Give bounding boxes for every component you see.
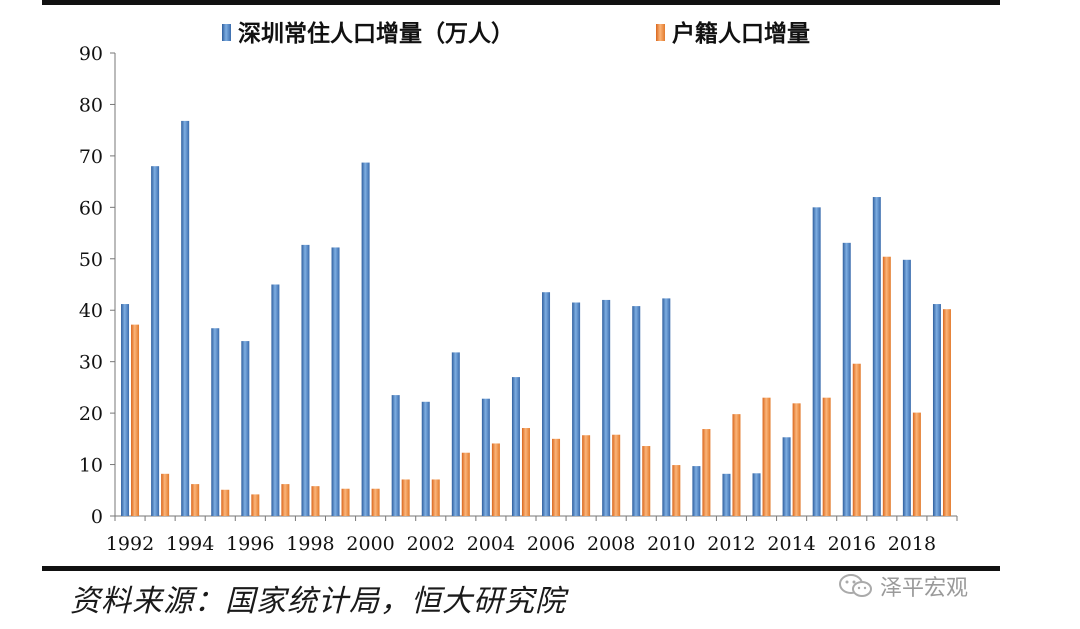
bar-resident bbox=[391, 395, 400, 516]
bar-registered bbox=[792, 403, 801, 516]
y-tick-label: 10 bbox=[79, 455, 103, 477]
bar-registered bbox=[341, 488, 350, 516]
y-tick-label: 30 bbox=[79, 352, 103, 374]
bar-registered bbox=[762, 397, 771, 516]
x-tick-label: 2006 bbox=[527, 533, 575, 555]
bar-registered bbox=[942, 309, 951, 516]
bar-resident bbox=[451, 352, 460, 516]
bar-registered bbox=[161, 473, 170, 516]
legend-label-registered: 户籍人口增量 bbox=[672, 20, 810, 47]
x-tick-label: 2012 bbox=[707, 533, 755, 555]
bar-resident bbox=[932, 304, 941, 516]
legend-swatch-resident bbox=[222, 24, 231, 41]
x-tick-label: 2010 bbox=[647, 533, 695, 555]
bar-resident bbox=[812, 207, 821, 517]
y-tick-label: 50 bbox=[79, 249, 103, 271]
bar-resident bbox=[481, 398, 490, 516]
y-tick-label: 90 bbox=[79, 43, 103, 65]
bar-resident bbox=[692, 466, 701, 516]
x-tick-label: 2002 bbox=[407, 533, 455, 555]
bar-registered bbox=[371, 488, 380, 516]
x-tick-label: 1996 bbox=[226, 533, 274, 555]
bar-registered bbox=[221, 489, 230, 516]
bar-resident bbox=[211, 328, 220, 516]
bar-resident bbox=[902, 259, 911, 516]
bar-resident bbox=[421, 401, 430, 516]
bar-resident bbox=[271, 284, 280, 516]
y-tick-label: 60 bbox=[79, 197, 103, 219]
y-tick-label: 20 bbox=[79, 403, 103, 425]
source-note: 资料来源：国家统计局，恒大研究院 bbox=[70, 584, 566, 619]
bar-resident bbox=[301, 244, 310, 517]
bar-resident bbox=[181, 120, 190, 516]
bar-resident bbox=[872, 197, 881, 517]
bar-registered bbox=[672, 465, 681, 516]
bar-registered bbox=[732, 414, 741, 516]
bar-registered bbox=[642, 446, 651, 516]
x-tick-label: 2008 bbox=[587, 533, 635, 555]
bottom-rule bbox=[42, 566, 1000, 571]
bar-registered bbox=[191, 484, 200, 516]
bar-registered bbox=[431, 479, 440, 516]
bar-resident bbox=[722, 473, 731, 516]
bar-resident bbox=[842, 242, 851, 516]
bar-registered bbox=[552, 438, 561, 516]
y-tick-label: 80 bbox=[79, 94, 103, 116]
bar-resident bbox=[572, 302, 581, 516]
wechat-icon bbox=[839, 574, 872, 597]
bar-registered bbox=[521, 428, 530, 516]
x-tick-label: 1994 bbox=[166, 533, 214, 555]
bar-registered bbox=[702, 429, 711, 516]
watermark-text: 泽平宏观 bbox=[880, 576, 969, 601]
x-tick-label: 1992 bbox=[106, 533, 154, 555]
y-tick-label: 70 bbox=[79, 146, 103, 168]
bar-registered bbox=[311, 486, 320, 516]
bar-registered bbox=[882, 256, 891, 516]
x-tick-label: 2014 bbox=[767, 533, 815, 555]
y-tick-label: 40 bbox=[79, 300, 103, 322]
bar-registered bbox=[822, 397, 831, 516]
top-rule bbox=[42, 0, 1000, 5]
bar-registered bbox=[401, 479, 410, 516]
bar-registered bbox=[131, 324, 140, 516]
bar-resident bbox=[241, 341, 250, 516]
bar-resident bbox=[331, 247, 340, 516]
bar-registered bbox=[852, 363, 861, 516]
bar-resident bbox=[151, 166, 160, 516]
bar-resident bbox=[121, 304, 130, 516]
x-tick-label: 2018 bbox=[888, 533, 936, 555]
bar-registered bbox=[461, 452, 470, 516]
bar-registered bbox=[281, 484, 290, 516]
bar-chart: 0 10 20 30 40 50 60 70 80 90 1992 1994 1996 1998 2000 2… bbox=[79, 20, 958, 555]
bar-resident bbox=[662, 298, 671, 516]
y-tick-label: 0 bbox=[91, 506, 103, 528]
bar-resident bbox=[361, 162, 370, 516]
bar-registered bbox=[251, 494, 260, 516]
bar-registered bbox=[912, 412, 921, 516]
bar-registered bbox=[491, 443, 500, 516]
legend-label-resident: 深圳常住人口增量（万人） bbox=[238, 20, 514, 47]
x-tick-label: 2016 bbox=[828, 533, 876, 555]
x-tick-label: 1998 bbox=[286, 533, 334, 555]
x-tick-label: 2004 bbox=[467, 533, 515, 555]
bar-resident bbox=[511, 377, 520, 516]
bar-registered bbox=[612, 434, 621, 516]
bar-resident bbox=[542, 292, 551, 516]
bar-resident bbox=[752, 473, 761, 516]
bar-resident bbox=[602, 299, 611, 516]
watermark: 泽平宏观 bbox=[838, 570, 968, 602]
legend-swatch-registered bbox=[656, 24, 665, 41]
bar-resident bbox=[782, 437, 791, 516]
bar-registered bbox=[582, 435, 591, 516]
bar-resident bbox=[632, 306, 641, 516]
x-tick-label: 2000 bbox=[346, 533, 394, 555]
